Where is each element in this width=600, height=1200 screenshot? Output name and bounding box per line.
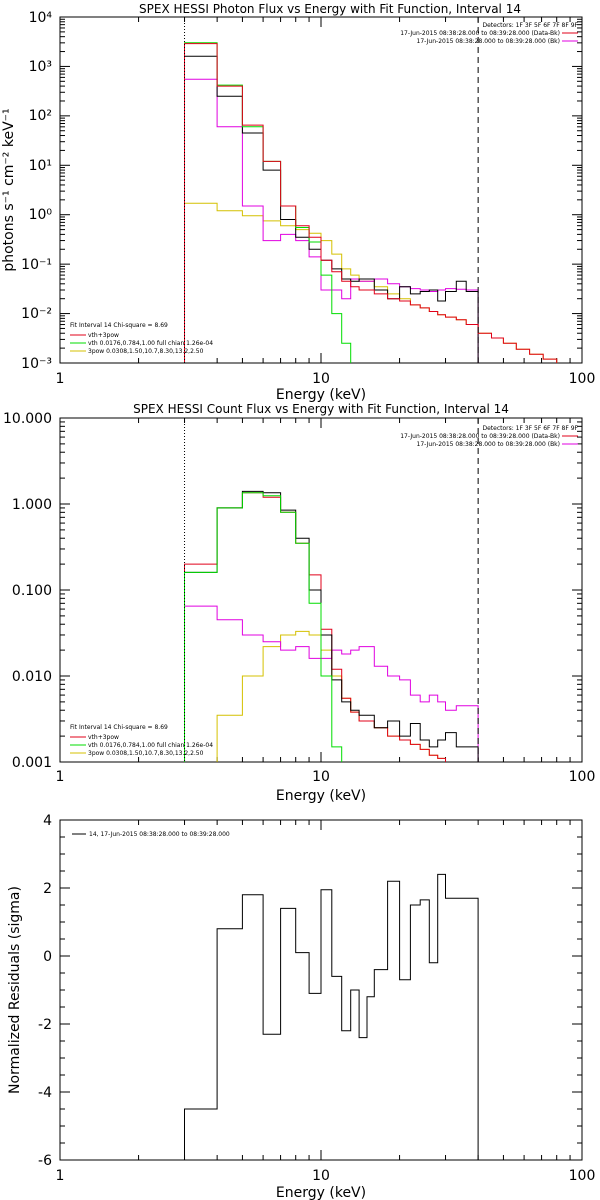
- bk-interval-label: 17-Jun-2015 08:38:28.000 to 08:39:28.000…: [417, 441, 560, 448]
- y-tick-label: 10⁴: [29, 10, 53, 26]
- panel1-y-axis-label: photons s⁻¹ cm⁻² keV⁻¹: [1, 108, 17, 271]
- background-histogram: [184, 605, 479, 762]
- bk-interval-label: 17-Jun-2015 08:38:28.000 to 08:39:28.000…: [417, 38, 560, 45]
- data-interval-label: 17-Jun-2015 08:38:28.000 to 08:39:28.000…: [400, 30, 560, 37]
- x-tick-label: 100: [569, 769, 596, 785]
- panel3-y-axis-label: Normalized Residuals (sigma): [7, 886, 23, 1094]
- panel2-plot-area: [184, 418, 479, 762]
- panel2-header-text: Detectors: 1F 3F 5F 6F 7F 8F 9F 17-Jun-2…: [400, 425, 578, 448]
- y-tick-label: 1.000: [12, 497, 52, 513]
- thermal-legend-label: vth 0.0176,0.784,1.00 full chian 1.26e-0…: [88, 340, 213, 347]
- x-tick-label: 100: [569, 371, 596, 387]
- x-tick-label: 10: [312, 1168, 330, 1184]
- thermal-fit-histogram: [184, 42, 352, 363]
- residual-legend-label: 14, 17-Jun-2015 08:38:28.000 to 08:39:28…: [89, 831, 230, 838]
- y-tick-label: 10¹: [29, 158, 52, 174]
- y-tick-label: -6: [38, 1153, 52, 1169]
- panel1-x-axis-label: Energy (keV): [276, 387, 366, 403]
- panel1-y-tick-labels: 10⁻³ 10⁻² 10⁻¹ 10⁰ 10¹ 10² 10³ 10⁴: [21, 10, 52, 372]
- background-histogram: [184, 78, 479, 363]
- power-legend-label: 3pow 0.0308,1.50,10.7,8.30,13.2,2.50: [88, 348, 204, 355]
- y-tick-label: 0: [43, 949, 52, 965]
- x-tick-label: 1: [56, 769, 65, 785]
- panel2-x-tick-labels: 1 10 100: [56, 769, 596, 785]
- thermal-fit-histogram: [184, 492, 343, 762]
- panel1-header-text: Detectors: 1F 3F 5F 6F 7F 8F 9F 17-Jun-2…: [400, 22, 578, 45]
- fit-interval-label: Fit Interval 14 Chi-square = 8.69: [70, 322, 168, 329]
- data-bk-histogram: [184, 490, 479, 762]
- panel3-x-axis-label: Energy (keV): [276, 1185, 366, 1200]
- panel2-fit-legend: Fit Interval 14 Chi-square = 8.69 vth+3p…: [70, 724, 213, 757]
- x-tick-label: 1: [56, 1168, 65, 1184]
- panel3-y-tick-labels: -6 -4 -2 0 2 4: [38, 813, 52, 1169]
- x-tick-label: 1: [56, 371, 65, 387]
- panel2-x-axis-label: Energy (keV): [276, 788, 366, 804]
- fit-interval-label: Fit Interval 14 Chi-square = 8.69: [70, 724, 168, 731]
- y-tick-label: 0.001: [12, 755, 52, 771]
- data-interval-label: 17-Jun-2015 08:38:28.000 to 08:39:28.000…: [400, 433, 560, 440]
- y-tick-label: -2: [38, 1017, 52, 1033]
- series-group: [184, 42, 558, 363]
- y-tick-label: 0.100: [12, 583, 52, 599]
- detectors-label: Detectors: 1F 3F 5F 6F 7F 8F 9F: [482, 425, 578, 432]
- panel1-title: SPEX HESSI Photon Flux vs Energy with Fi…: [139, 2, 521, 16]
- y-tick-label: 0.010: [12, 669, 52, 685]
- thermal-legend-label: vth 0.0176,0.784,1.00 full chian 1.26e-0…: [88, 742, 213, 749]
- power-law-fit-histogram: [184, 202, 558, 363]
- y-tick-label: 10⁻²: [21, 306, 52, 322]
- residuals-histogram: [184, 873, 479, 1160]
- total-legend-label: vth+3pow: [88, 734, 119, 741]
- x-tick-label: 10: [312, 769, 330, 785]
- x-tick-label: 10: [312, 371, 330, 387]
- y-tick-label: 2: [43, 881, 52, 897]
- x-tick-label: 100: [569, 1168, 596, 1184]
- panel1-ticks: [59, 16, 583, 364]
- panel2-y-tick-labels: 0.001 0.010 0.100 1.000 10.000: [3, 411, 52, 771]
- count-flux-panel: SPEX HESSI Count Flux vs Energy with Fit…: [3, 402, 595, 804]
- detectors-label: Detectors: 1F 3F 5F 6F 7F 8F 9F: [482, 22, 578, 29]
- total-legend-label: vth+3pow: [88, 332, 119, 339]
- panel3-plot-area: [184, 873, 479, 1160]
- y-tick-label: 4: [43, 813, 52, 829]
- y-tick-label: 10²: [29, 108, 52, 124]
- y-tick-label: 10⁻¹: [21, 257, 52, 273]
- panel1-x-tick-labels: 1 10 100: [56, 371, 596, 387]
- data-bk-histogram: [184, 55, 479, 363]
- series-group: [184, 490, 479, 762]
- panel3-x-tick-labels: 1 10 100: [56, 1168, 596, 1184]
- panel1-plot-area: [184, 17, 558, 363]
- panel1-fit-legend: Fit Interval 14 Chi-square = 8.69 vth+3p…: [70, 322, 213, 355]
- panel2-title: SPEX HESSI Count Flux vs Energy with Fit…: [133, 402, 509, 416]
- panel1-axes-frame: [59, 16, 583, 364]
- y-tick-label: 10⁻³: [21, 356, 52, 372]
- power-legend-label: 3pow 0.0308,1.50,10.7,8.30,13.2,2.50: [88, 750, 204, 757]
- photon-flux-panel: SPEX HESSI Photon Flux vs Energy with Fi…: [1, 2, 595, 403]
- residuals-panel: 1 10 100 -6 -4 -2 0 2 4 Energy (keV) Nor…: [7, 813, 595, 1200]
- y-tick-label: -4: [38, 1085, 52, 1101]
- y-tick-label: 10⁰: [29, 207, 53, 223]
- total-fit-histogram: [184, 43, 558, 363]
- y-tick-label: 10³: [29, 59, 52, 75]
- y-tick-label: 10.000: [3, 411, 52, 427]
